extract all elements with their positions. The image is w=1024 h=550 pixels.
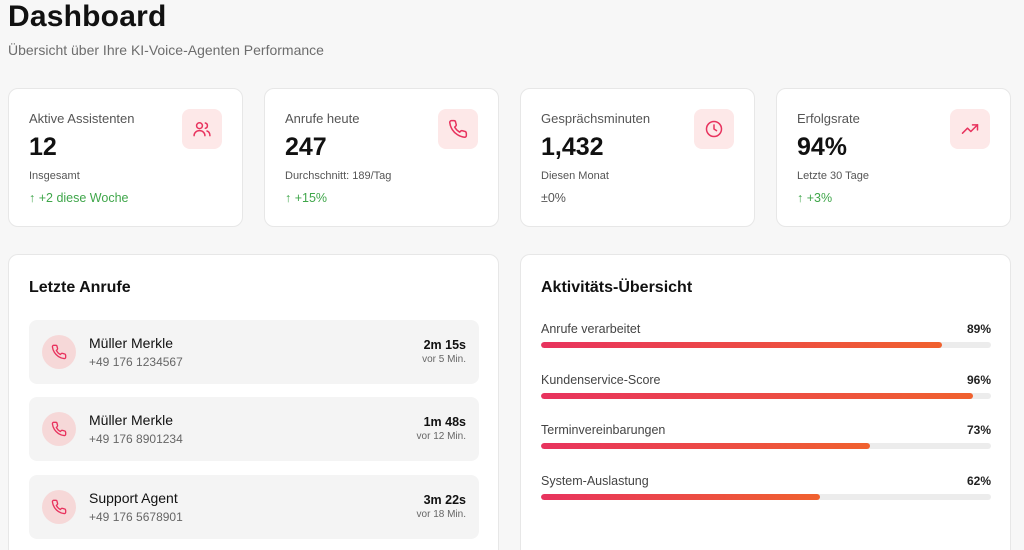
stat-label: Gesprächsminuten: [541, 111, 651, 126]
phone-icon: [42, 335, 76, 369]
stat-value: 12: [29, 133, 57, 161]
call-number: +49 176 1234567: [89, 355, 183, 369]
call-time: vor 5 Min.: [422, 354, 466, 365]
progress-fill: [541, 342, 942, 348]
metric-value: 89%: [966, 322, 991, 336]
call-duration: 3m 22s: [423, 493, 466, 507]
stat-trend: ±0%: [541, 191, 566, 205]
metric-label: Anrufe verarbeitet: [541, 322, 641, 336]
stat-sub: Durchschnitt: 189/Tag: [285, 170, 392, 182]
progress-track: [541, 342, 991, 348]
metric-label: System-Auslastung: [541, 474, 649, 488]
phone-icon: [438, 109, 478, 149]
trending-up-icon: [950, 109, 990, 149]
metric-value: 96%: [966, 373, 991, 387]
stat-sub: Insgesamt: [29, 170, 80, 182]
call-time: vor 12 Min.: [416, 431, 466, 442]
progress-track: [541, 494, 991, 500]
stat-sub: Diesen Monat: [541, 170, 609, 182]
call-name: Müller Merkle: [89, 412, 174, 428]
stat-value: 1,432: [541, 133, 604, 161]
recent-calls-panel: Letzte Anrufe Müller Merkle +49 176 1234…: [8, 254, 499, 550]
stat-value: 247: [285, 133, 327, 161]
stat-value: 94%: [797, 133, 848, 161]
stat-card-success-rate: Erfolgsrate 94% Letzte 30 Tage ↑ +3%: [776, 88, 1011, 227]
progress-fill: [541, 494, 820, 500]
stat-card-calls-today: Anrufe heute 247 Durchschnitt: 189/Tag ↑…: [264, 88, 499, 227]
call-name: Müller Merkle: [89, 335, 174, 351]
metric-label: Kundenservice-Score: [541, 373, 661, 387]
clock-icon: [694, 109, 734, 149]
call-name: Support Agent: [89, 490, 178, 506]
stat-card-call-minutes: Gesprächsminuten 1,432 Diesen Monat ±0%: [520, 88, 755, 227]
call-time: vor 18 Min.: [416, 509, 466, 520]
metric-value: 62%: [966, 474, 991, 488]
call-duration: 2m 15s: [423, 338, 466, 352]
metric-label: Terminvereinbarungen: [541, 423, 666, 437]
stat-trend: ↑ +3%: [797, 191, 833, 205]
progress-fill: [541, 443, 870, 449]
progress-fill: [541, 393, 973, 399]
call-list-item[interactable]: Müller Merkle +49 176 8901234 1m 48s vor…: [29, 397, 479, 461]
page-subtitle: Übersicht über Ihre KI-Voice-Agenten Per…: [8, 42, 324, 58]
stat-trend: ↑ +2 diese Woche: [29, 191, 129, 205]
stat-label: Aktive Assistenten: [29, 111, 135, 126]
phone-icon: [42, 412, 76, 446]
call-number: +49 176 5678901: [89, 510, 183, 524]
phone-icon: [42, 490, 76, 524]
page-title: Dashboard: [8, 0, 167, 33]
stat-card-active-assistants: Aktive Assistenten 12 Insgesamt ↑ +2 die…: [8, 88, 243, 227]
activity-title: Aktivitäts-Übersicht: [541, 279, 693, 296]
stat-label: Anrufe heute: [285, 111, 360, 126]
recent-calls-title: Letzte Anrufe: [29, 279, 131, 296]
progress-track: [541, 393, 991, 399]
activity-overview-panel: Aktivitäts-Übersicht Anrufe verarbeitet …: [520, 254, 1011, 550]
stat-sub: Letzte 30 Tage: [797, 170, 869, 182]
call-duration: 1m 48s: [423, 415, 466, 429]
stat-trend: ↑ +15%: [285, 191, 328, 205]
stat-label: Erfolgsrate: [797, 111, 860, 126]
metric-value: 73%: [966, 423, 991, 437]
call-list-item[interactable]: Müller Merkle +49 176 1234567 2m 15s vor…: [29, 320, 479, 384]
call-list-item[interactable]: Support Agent +49 176 5678901 3m 22s vor…: [29, 475, 479, 539]
users-icon: [182, 109, 222, 149]
call-number: +49 176 8901234: [89, 432, 183, 446]
progress-track: [541, 443, 991, 449]
